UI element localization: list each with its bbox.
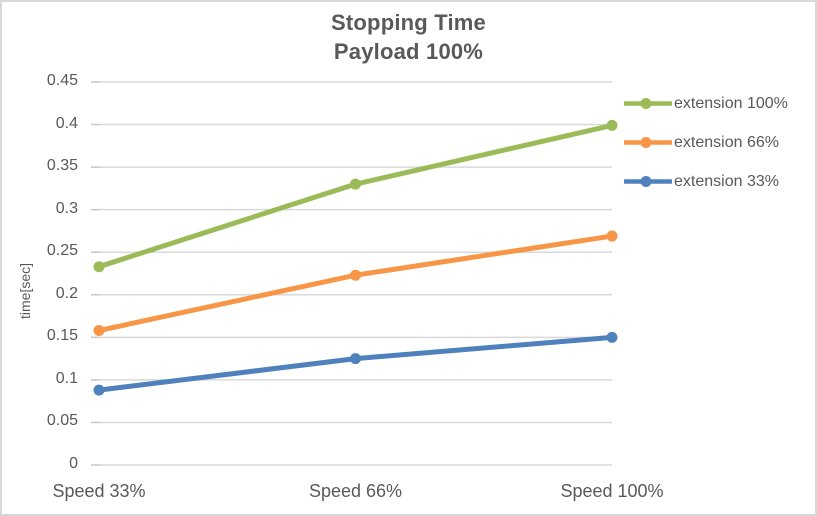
legend-line-marker-icon xyxy=(624,98,672,109)
chart-title-line2: Payload 100% xyxy=(333,39,484,64)
data-point-marker xyxy=(350,269,361,281)
x-axis-category-label: Speed 66% xyxy=(308,481,403,501)
legend-marker-dot xyxy=(640,98,652,109)
y-axis-tick-label: 0.35 xyxy=(46,157,78,175)
y-axis-tick-label: 0.4 xyxy=(55,114,78,132)
x-axis-category-label: Speed 100% xyxy=(560,481,664,501)
legend-line-marker-icon xyxy=(624,176,672,187)
legend-item: extension 66% xyxy=(624,128,788,157)
data-point-marker xyxy=(606,119,618,131)
y-axis-tick-label: 0.25 xyxy=(46,242,78,260)
data-point-marker xyxy=(606,331,618,343)
x-axis-category-label: Speed 33% xyxy=(52,481,146,501)
y-axis-tick-label: 0.3 xyxy=(55,199,78,217)
data-point-marker xyxy=(93,325,105,337)
data-point-marker xyxy=(350,353,361,365)
y-axis-tick-label: 0.1 xyxy=(55,369,78,387)
legend-item: extension 33% xyxy=(624,167,788,196)
data-point-marker xyxy=(93,261,105,273)
y-axis-tick-label: 0.05 xyxy=(46,412,78,430)
data-point-marker xyxy=(350,178,361,190)
data-point-marker xyxy=(606,230,618,242)
y-axis-tick-label: 0.2 xyxy=(55,284,78,302)
chart-legend: extension 100% extension 66% extension 33% xyxy=(624,89,788,206)
data-point-marker xyxy=(93,384,105,396)
y-axis-tick-label: 0 xyxy=(69,455,78,472)
chart-title-line1: Stopping Time xyxy=(331,10,486,35)
chart-title: Stopping Time Payload 100% xyxy=(2,8,815,66)
legend-line-marker-icon xyxy=(624,137,672,148)
y-axis-tick-label: 0.45 xyxy=(46,72,78,89)
legend-marker-dot xyxy=(640,137,652,148)
legend-marker-dot xyxy=(640,176,652,187)
legend-item-label: extension 33% xyxy=(674,172,779,190)
legend-item: extension 100% xyxy=(624,89,788,118)
legend-item-label: extension 66% xyxy=(674,133,779,151)
legend-item-label: extension 100% xyxy=(674,94,788,112)
y-axis-tick-label: 0.15 xyxy=(46,327,78,345)
series-line-extension-66- xyxy=(96,233,615,334)
